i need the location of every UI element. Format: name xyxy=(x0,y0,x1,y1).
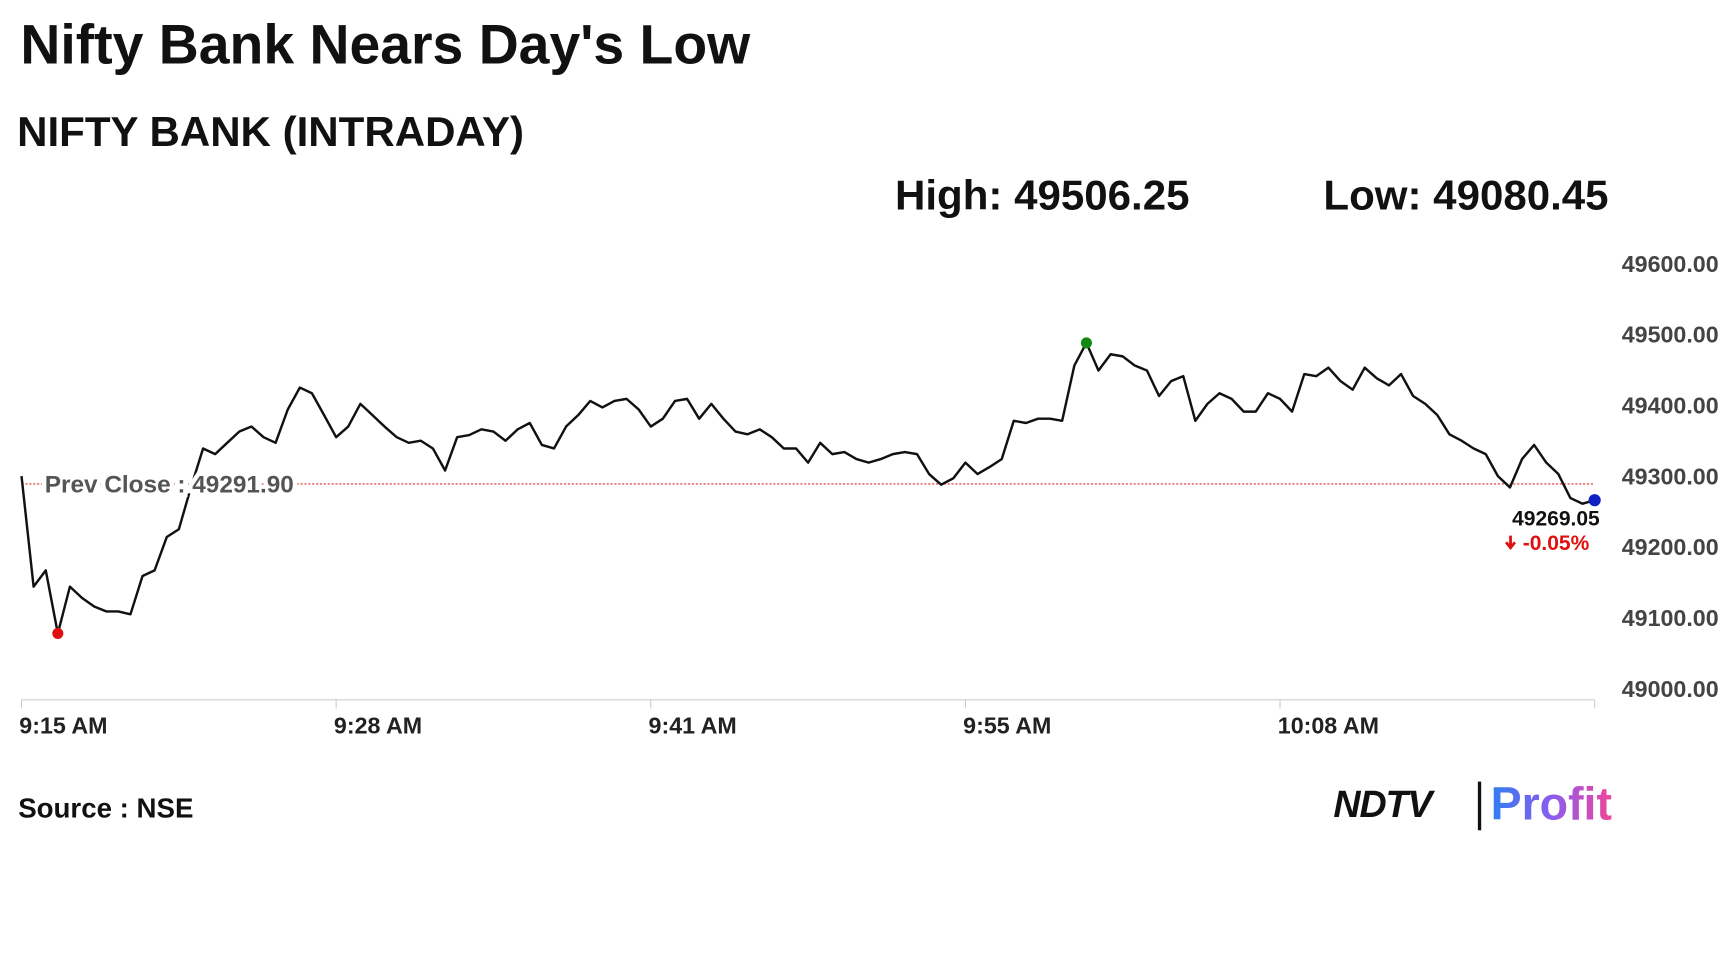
source: Source : NSE xyxy=(18,793,193,824)
prev-close-label: Prev Close : 49291.90 xyxy=(45,472,294,499)
y-tick-label: 49400.00 xyxy=(1622,393,1719,419)
logo-product: Profit xyxy=(1491,777,1612,829)
y-tick-label: 49200.00 xyxy=(1622,534,1719,560)
last-value-label: 49269.05 xyxy=(1512,508,1600,531)
last-change-label: -0.05% xyxy=(1523,532,1590,555)
last-marker xyxy=(1588,494,1601,507)
y-tick-label: 49000.00 xyxy=(1622,676,1719,702)
y-tick-label: 49500.00 xyxy=(1622,322,1719,348)
x-tick-label: 9:55 AM xyxy=(963,712,1051,738)
x-tick-label: 9:28 AM xyxy=(334,712,422,738)
low-marker xyxy=(52,627,64,639)
x-tick-label: 9:41 AM xyxy=(649,712,737,738)
low-label: Low: 49080.45 xyxy=(1323,171,1608,218)
logo-brand: NDTV xyxy=(1333,783,1435,825)
chart-title: Nifty Bank Nears Day's Low xyxy=(20,13,751,75)
high-marker xyxy=(1080,337,1092,349)
price-line xyxy=(20,341,1596,635)
y-tick-label: 49100.00 xyxy=(1622,605,1719,631)
y-tick-label: 49600.00 xyxy=(1622,251,1719,277)
down-arrow xyxy=(1505,535,1517,550)
x-tick-label: 10:08 AM xyxy=(1278,712,1379,738)
chart-subtitle: NIFTY BANK (INTRADAY) xyxy=(17,108,524,155)
y-tick-label: 49300.00 xyxy=(1622,463,1719,489)
x-tick-label: 9:15 AM xyxy=(19,712,107,738)
high-label: High: 49506.25 xyxy=(895,171,1189,218)
